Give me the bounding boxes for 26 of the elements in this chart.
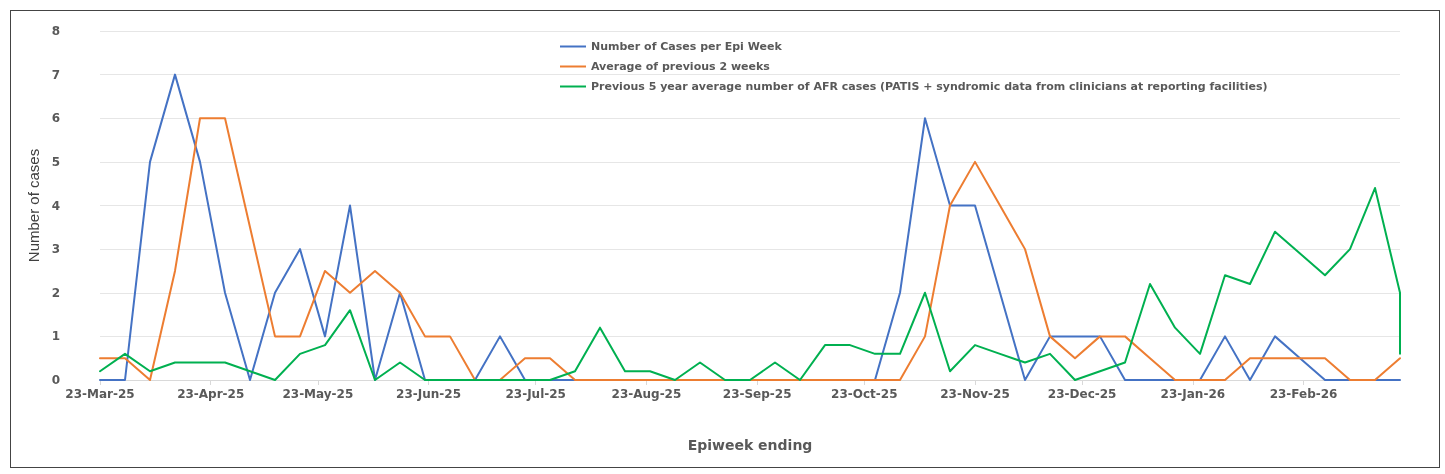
x-tick-label: 23-Nov-25 <box>940 387 1010 401</box>
x-axis-title: Epiweek ending <box>687 437 813 453</box>
y-tick-label: 6 <box>51 111 60 126</box>
x-tick-label: 23-Feb-26 <box>1269 387 1338 401</box>
y-axis-title: Number of cases <box>24 148 42 263</box>
x-tick-label: 23-Sep-25 <box>722 387 792 401</box>
x-tick-label: 23-Apr-25 <box>177 387 245 401</box>
y-tick-label: 5 <box>51 154 60 169</box>
y-tick-label: 7 <box>51 67 60 82</box>
y-tick-label: 0 <box>51 373 60 387</box>
x-tick-label: 23-Mar-25 <box>65 387 135 401</box>
x-tick-label: 23-Jan-26 <box>1160 387 1226 401</box>
legend-label: Average of previous 2 weeks <box>591 60 771 73</box>
legend-label: Number of Cases per Epi Week <box>591 40 783 53</box>
x-tick-label: 23-Oct-25 <box>831 387 898 401</box>
x-tick-label: 23-May-25 <box>282 387 354 401</box>
x-tick-label: 23-Jul-25 <box>505 387 566 401</box>
y-tick-label: 3 <box>51 242 60 257</box>
y-tick-label: 2 <box>51 285 60 300</box>
x-tick-label: 23-Jun-25 <box>396 387 462 401</box>
y-tick-label: 4 <box>51 198 60 213</box>
x-tick-label: 23-Dec-25 <box>1047 387 1117 401</box>
y-tick-label: 1 <box>51 329 60 344</box>
legend-label: Previous 5 year average number of AFR cases (PATIS + syndromic data from clinicians at reporting facilities) <box>591 80 1268 93</box>
y-tick-label: 8 <box>51 24 60 38</box>
x-tick-label: 23-Aug-25 <box>611 387 682 401</box>
